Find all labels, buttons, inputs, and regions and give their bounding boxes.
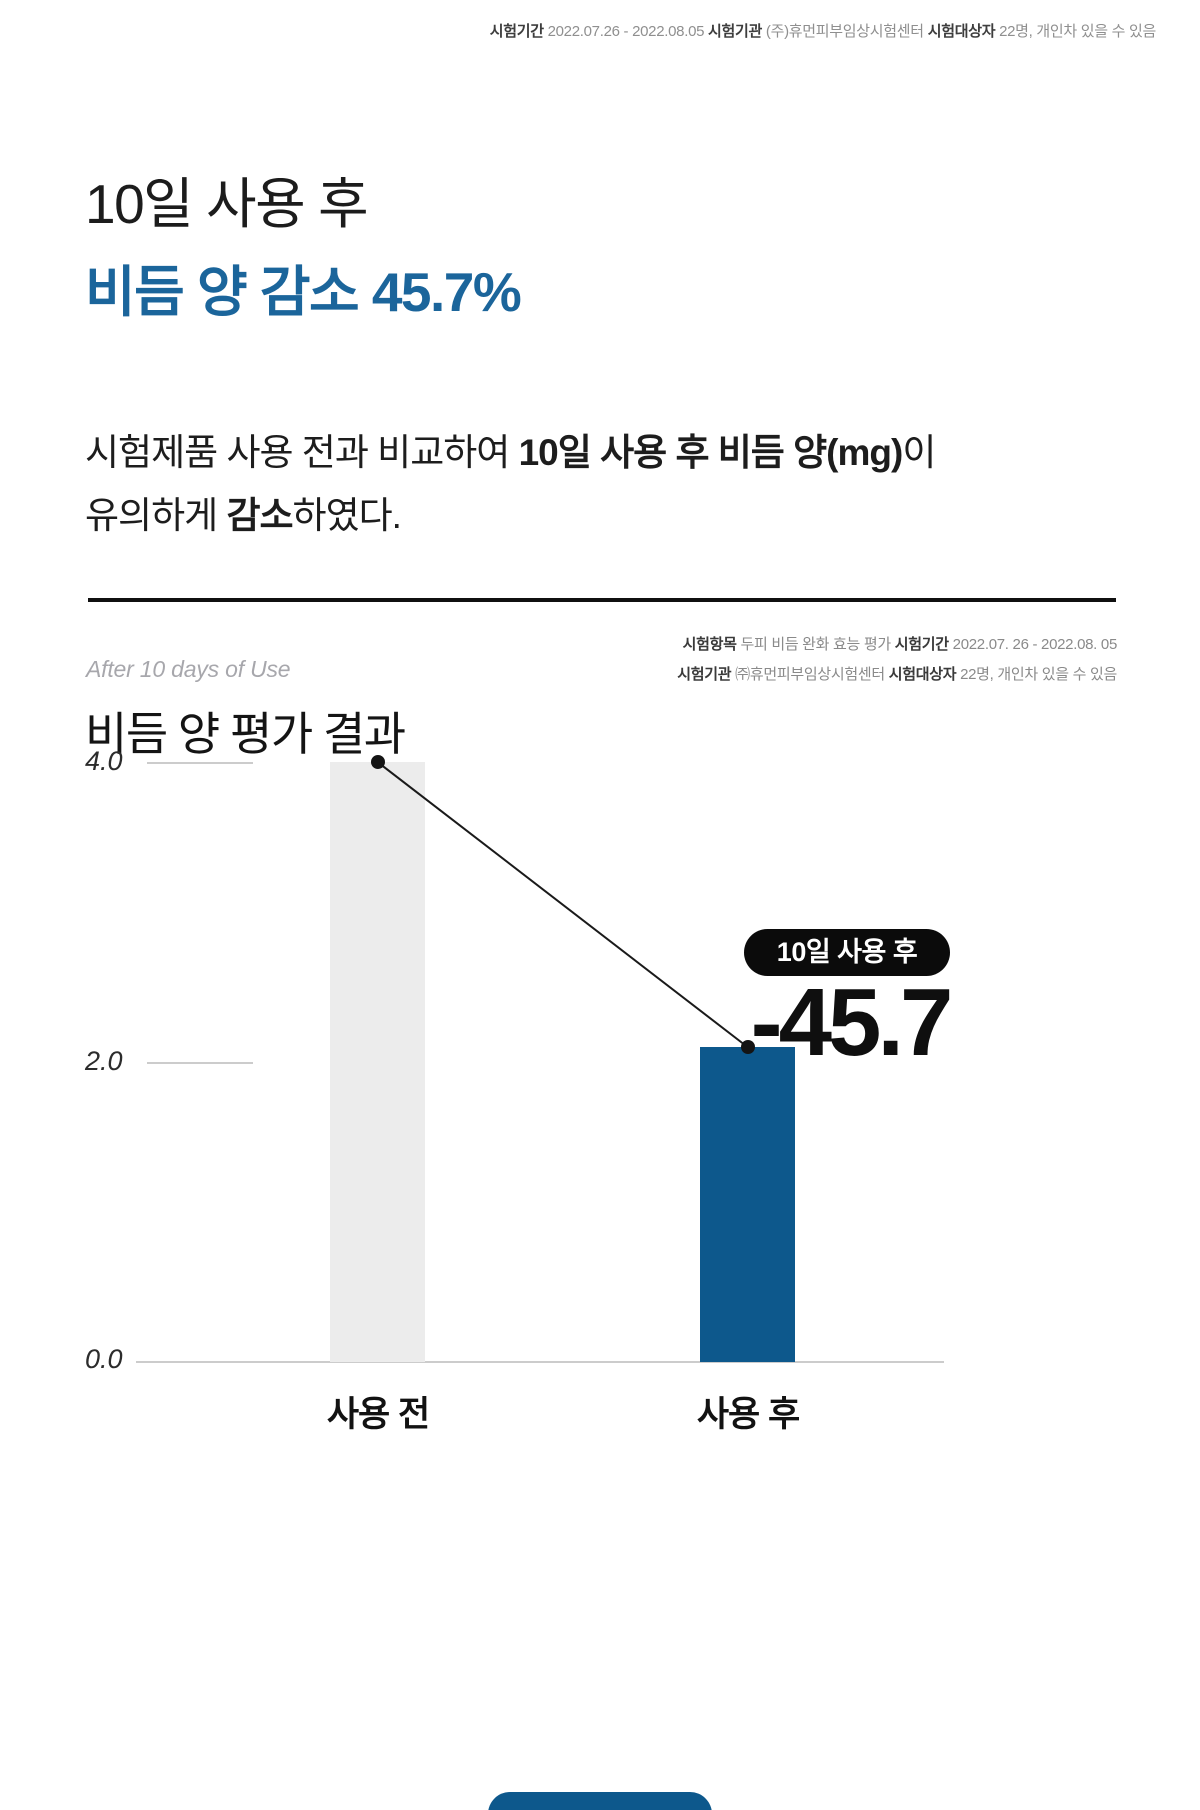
y-axis-tick-label: 0.0	[85, 1344, 123, 1374]
section-eyebrow: After 10 days of Use	[86, 656, 291, 682]
category-label-after: 사용 후	[696, 1395, 800, 1434]
info-period-label: 시험기간	[894, 636, 949, 653]
x-axis-baseline	[136, 1361, 944, 1363]
test-meta-header: 시험기간 2022.07.26 - 2022.08.05 시험기관 (주)휴먼피…	[489, 21, 1157, 43]
result-value: -45.7	[750, 969, 954, 1076]
body-line1-normal: 시험제품 사용 전과 비교하여	[85, 432, 519, 473]
info-subject-value: 22명, 개인차 있을 수 있음	[956, 666, 1117, 683]
bar-after	[700, 1047, 795, 1362]
test-info-block: 시험항목 두피 비듬 완화 효능 평가 시험기간 2022.07. 26 - 2…	[677, 630, 1117, 690]
info-org-label: 시험기관	[677, 666, 732, 683]
y-axis-tick-label: 4.0	[85, 746, 123, 776]
section-divider	[88, 598, 1116, 602]
meta-org-label: 시험기관	[708, 23, 763, 40]
gridline-stub-2	[147, 1062, 253, 1064]
hero-body-line2: 유의하게 감소하였다.	[85, 484, 935, 547]
meta-org-value: (주)휴먼피부임상시험센터	[762, 23, 928, 40]
gridline-stub-4	[147, 762, 253, 764]
info-item-label: 시험항목	[682, 636, 737, 653]
hero-body-line1: 시험제품 사용 전과 비교하여 10일 사용 후 비듬 양(mg)이	[85, 421, 936, 484]
y-axis-tick-label: 2.0	[85, 1046, 123, 1076]
info-subject-label: 시험대상자	[888, 666, 957, 683]
body-line2-tail: 하였다.	[292, 495, 402, 536]
test-info-line1: 시험항목 두피 비듬 완화 효능 평가 시험기간 2022.07. 26 - 2…	[677, 630, 1118, 660]
hero-title-line1: 10일 사용 후	[85, 173, 369, 235]
result-badge: 10일 사용 후	[744, 929, 950, 976]
hero-body-text: 시험제품 사용 전과 비교하여 10일 사용 후 비듬 양(mg)이 유의하게 …	[85, 421, 936, 547]
data-point-marker	[370, 755, 385, 769]
test-info-line2: 시험기관 ㈜휴먼피부임상시험센터 시험대상자 22명, 개인차 있을 수 있음	[677, 660, 1117, 690]
data-point-marker	[740, 1040, 755, 1054]
body-line1-bold: 10일 사용 후 비듬 양(mg)	[518, 432, 904, 473]
next-section-pill-partial	[488, 1792, 712, 1810]
info-item-value: 두피 비듬 완화 효능 평가	[736, 636, 895, 653]
body-line2-normal: 유의하게	[85, 495, 227, 536]
meta-subject-value: 22명, 개인차 있을 수 있음	[995, 23, 1156, 40]
meta-period-label: 시험기간	[489, 23, 544, 40]
bar-before	[330, 762, 425, 1362]
meta-period-value: 2022.07.26 - 2022.08.05	[543, 23, 709, 40]
category-label-before: 사용 전	[326, 1395, 430, 1434]
body-line1-tail: 이	[902, 432, 936, 473]
hero-title: 10일 사용 후 비듬 양 감소 45.7%	[85, 160, 522, 336]
hero-title-line2: 비듬 양 감소 45.7%	[85, 261, 522, 323]
meta-subject-label: 시험대상자	[927, 23, 996, 40]
body-line2-bold: 감소	[226, 495, 293, 536]
info-org-value: ㈜휴먼피부임상시험센터	[731, 666, 889, 683]
info-period-value: 2022.07. 26 - 2022.08. 05	[948, 636, 1118, 653]
chart-section-title: 비듬 양 평가 결과	[85, 708, 406, 760]
